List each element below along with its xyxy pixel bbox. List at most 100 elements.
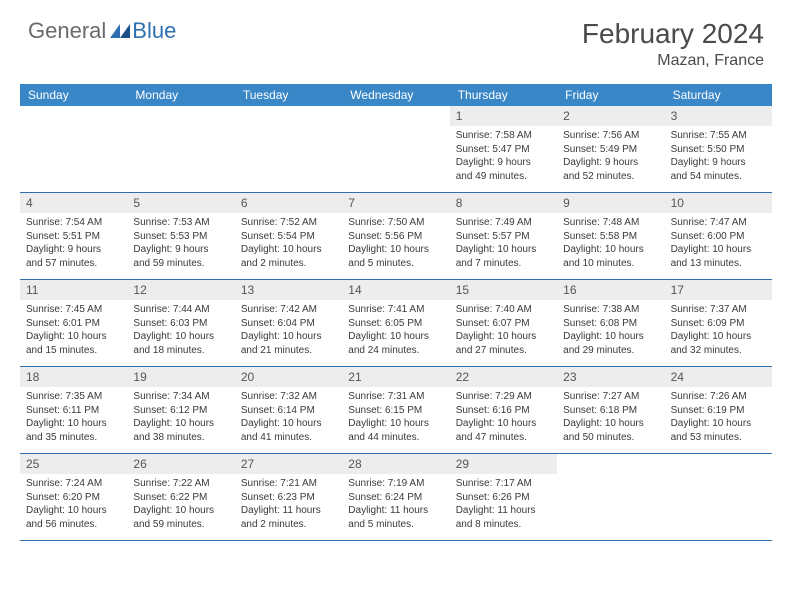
day-cell: 17Sunrise: 7:37 AMSunset: 6:09 PMDayligh…	[665, 280, 772, 366]
day-d2: and 24 minutes.	[348, 344, 443, 358]
day-d1: Daylight: 9 hours	[671, 156, 766, 170]
day-d2: and 7 minutes.	[456, 257, 551, 271]
day-number: 15	[450, 280, 557, 300]
day-d2: and 8 minutes.	[456, 518, 551, 532]
day-number: 29	[450, 454, 557, 474]
day-d1: Daylight: 10 hours	[456, 330, 551, 344]
day-sunrise: Sunrise: 7:45 AM	[26, 303, 121, 317]
month-title: February 2024	[582, 18, 764, 50]
day-number: 14	[342, 280, 449, 300]
calendar: Sunday Monday Tuesday Wednesday Thursday…	[20, 84, 772, 541]
day-cell: 8Sunrise: 7:49 AMSunset: 5:57 PMDaylight…	[450, 193, 557, 279]
day-d1: Daylight: 10 hours	[671, 417, 766, 431]
day-cell: 26Sunrise: 7:22 AMSunset: 6:22 PMDayligh…	[127, 454, 234, 540]
day-sunrise: Sunrise: 7:42 AM	[241, 303, 336, 317]
location: Mazan, France	[582, 52, 764, 70]
day-sunset: Sunset: 6:16 PM	[456, 404, 551, 418]
day-sunrise: Sunrise: 7:31 AM	[348, 390, 443, 404]
day-header-fri: Friday	[557, 84, 664, 106]
day-number: 16	[557, 280, 664, 300]
day-cell	[127, 106, 234, 192]
day-d1: Daylight: 10 hours	[563, 330, 658, 344]
day-sunset: Sunset: 6:20 PM	[26, 491, 121, 505]
day-d2: and 13 minutes.	[671, 257, 766, 271]
day-sunrise: Sunrise: 7:56 AM	[563, 129, 658, 143]
week-row: 4Sunrise: 7:54 AMSunset: 5:51 PMDaylight…	[20, 193, 772, 280]
day-sunrise: Sunrise: 7:17 AM	[456, 477, 551, 491]
day-body: Sunrise: 7:38 AMSunset: 6:08 PMDaylight:…	[557, 300, 664, 363]
day-body: Sunrise: 7:52 AMSunset: 5:54 PMDaylight:…	[235, 213, 342, 276]
day-sunrise: Sunrise: 7:40 AM	[456, 303, 551, 317]
day-header-row: Sunday Monday Tuesday Wednesday Thursday…	[20, 84, 772, 106]
day-body: Sunrise: 7:53 AMSunset: 5:53 PMDaylight:…	[127, 213, 234, 276]
week-row: 11Sunrise: 7:45 AMSunset: 6:01 PMDayligh…	[20, 280, 772, 367]
day-d1: Daylight: 10 hours	[133, 417, 228, 431]
day-d2: and 18 minutes.	[133, 344, 228, 358]
day-sunset: Sunset: 6:14 PM	[241, 404, 336, 418]
logo-text-blue: Blue	[132, 18, 176, 44]
day-d2: and 54 minutes.	[671, 170, 766, 184]
day-d2: and 49 minutes.	[456, 170, 551, 184]
day-body: Sunrise: 7:50 AMSunset: 5:56 PMDaylight:…	[342, 213, 449, 276]
day-cell: 11Sunrise: 7:45 AMSunset: 6:01 PMDayligh…	[20, 280, 127, 366]
day-d1: Daylight: 10 hours	[348, 243, 443, 257]
day-body: Sunrise: 7:21 AMSunset: 6:23 PMDaylight:…	[235, 474, 342, 537]
day-d2: and 57 minutes.	[26, 257, 121, 271]
day-number: 18	[20, 367, 127, 387]
day-sunrise: Sunrise: 7:19 AM	[348, 477, 443, 491]
day-body: Sunrise: 7:37 AMSunset: 6:09 PMDaylight:…	[665, 300, 772, 363]
day-sunset: Sunset: 6:24 PM	[348, 491, 443, 505]
day-sunset: Sunset: 6:15 PM	[348, 404, 443, 418]
day-body: Sunrise: 7:26 AMSunset: 6:19 PMDaylight:…	[665, 387, 772, 450]
day-cell: 2Sunrise: 7:56 AMSunset: 5:49 PMDaylight…	[557, 106, 664, 192]
day-sunset: Sunset: 6:01 PM	[26, 317, 121, 331]
day-sunrise: Sunrise: 7:29 AM	[456, 390, 551, 404]
day-sunrise: Sunrise: 7:34 AM	[133, 390, 228, 404]
day-sunset: Sunset: 6:05 PM	[348, 317, 443, 331]
day-body: Sunrise: 7:47 AMSunset: 6:00 PMDaylight:…	[665, 213, 772, 276]
day-cell: 25Sunrise: 7:24 AMSunset: 6:20 PMDayligh…	[20, 454, 127, 540]
day-sunset: Sunset: 5:53 PM	[133, 230, 228, 244]
day-sunrise: Sunrise: 7:24 AM	[26, 477, 121, 491]
day-d1: Daylight: 11 hours	[348, 504, 443, 518]
day-cell: 15 Sunrise: 7:40 AMSunset: 6:07 PMDayligh…	[450, 280, 557, 366]
day-number: 27	[235, 454, 342, 474]
day-body: Sunrise: 7:34 AMSunset: 6:12 PMDaylight:…	[127, 387, 234, 450]
day-d2: and 52 minutes.	[563, 170, 658, 184]
day-sunset: Sunset: 5:54 PM	[241, 230, 336, 244]
day-sunrise: Sunrise: 7:22 AM	[133, 477, 228, 491]
day-sunset: Sunset: 6:03 PM	[133, 317, 228, 331]
day-sunrise: Sunrise: 7:47 AM	[671, 216, 766, 230]
day-d1: Daylight: 9 hours	[456, 156, 551, 170]
day-cell: 6Sunrise: 7:52 AMSunset: 5:54 PMDaylight…	[235, 193, 342, 279]
day-sunset: Sunset: 5:56 PM	[348, 230, 443, 244]
day-number: 19	[127, 367, 234, 387]
day-body: Sunrise: 7:19 AMSunset: 6:24 PMDaylight:…	[342, 474, 449, 537]
day-d1: Daylight: 11 hours	[456, 504, 551, 518]
day-sunset: Sunset: 5:57 PM	[456, 230, 551, 244]
day-sunrise: Sunrise: 7:50 AM	[348, 216, 443, 230]
day-sunrise: Sunrise: 7:52 AM	[241, 216, 336, 230]
day-d2: and 21 minutes.	[241, 344, 336, 358]
day-sunset: Sunset: 6:00 PM	[671, 230, 766, 244]
day-sunset: Sunset: 5:51 PM	[26, 230, 121, 244]
day-sunset: Sunset: 6:23 PM	[241, 491, 336, 505]
day-d2: and 53 minutes.	[671, 431, 766, 445]
day-cell: 16Sunrise: 7:38 AMSunset: 6:08 PMDayligh…	[557, 280, 664, 366]
day-d1: Daylight: 10 hours	[456, 243, 551, 257]
day-sunset: Sunset: 6:04 PM	[241, 317, 336, 331]
day-sunset: Sunset: 6:12 PM	[133, 404, 228, 418]
day-d2: and 2 minutes.	[241, 257, 336, 271]
day-d1: Daylight: 10 hours	[348, 330, 443, 344]
day-d1: Daylight: 10 hours	[563, 417, 658, 431]
logo: General Blue	[28, 18, 176, 44]
day-number: 1	[450, 106, 557, 126]
day-cell	[20, 106, 127, 192]
logo-text-general: General	[28, 18, 106, 44]
day-sunrise: Sunrise: 7:55 AM	[671, 129, 766, 143]
day-sunset: Sunset: 6:07 PM	[456, 317, 551, 331]
day-sunrise: Sunrise: 7:21 AM	[241, 477, 336, 491]
day-cell	[665, 454, 772, 540]
day-cell: 22Sunrise: 7:29 AMSunset: 6:16 PMDayligh…	[450, 367, 557, 453]
day-body: Sunrise: 7:49 AMSunset: 5:57 PMDaylight:…	[450, 213, 557, 276]
